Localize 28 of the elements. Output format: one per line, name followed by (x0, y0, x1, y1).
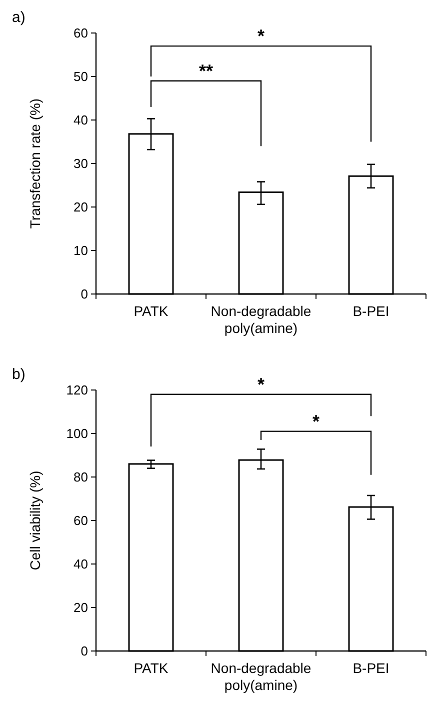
x-tick-label: Non-degradable poly(amine) (210, 660, 312, 693)
x-tick-label: B-PEI (352, 660, 390, 676)
y-tick-label: 50 (74, 69, 88, 84)
x-tick-label: PATK (134, 303, 169, 319)
y-tick-label: 30 (74, 156, 88, 172)
annotation: * (257, 374, 265, 394)
y-tick-label: 100 (66, 426, 88, 442)
chart-title: a) (12, 9, 26, 26)
y-tick-label: 60 (74, 26, 88, 41)
y-tick-label: 80 (74, 470, 88, 485)
y-axis-title: Cell viability (%) (27, 470, 43, 570)
annotation: * (312, 411, 320, 432)
y-tick-label: 20 (74, 200, 88, 215)
annotation: ** (198, 60, 214, 81)
y-tick-label: 40 (74, 112, 88, 128)
y-tick-label: 0 (80, 286, 88, 302)
annotation: * (257, 26, 265, 46)
y-tick-label: 20 (74, 600, 88, 616)
x-tick-label: Non-degradable poly(amine) (210, 303, 312, 336)
y-axis-title: Transfection rate (%) (27, 98, 43, 229)
chart-title: b) (12, 366, 26, 383)
y-tick-label: 10 (74, 243, 88, 258)
y-tick-label: 0 (80, 644, 88, 659)
y-tick-label: 60 (74, 513, 88, 528)
y-tick-label: 120 (66, 382, 88, 398)
x-tick-label: B-PEI (352, 303, 390, 319)
y-tick-label: 40 (74, 556, 88, 572)
x-tick-label: PATK (134, 660, 169, 676)
